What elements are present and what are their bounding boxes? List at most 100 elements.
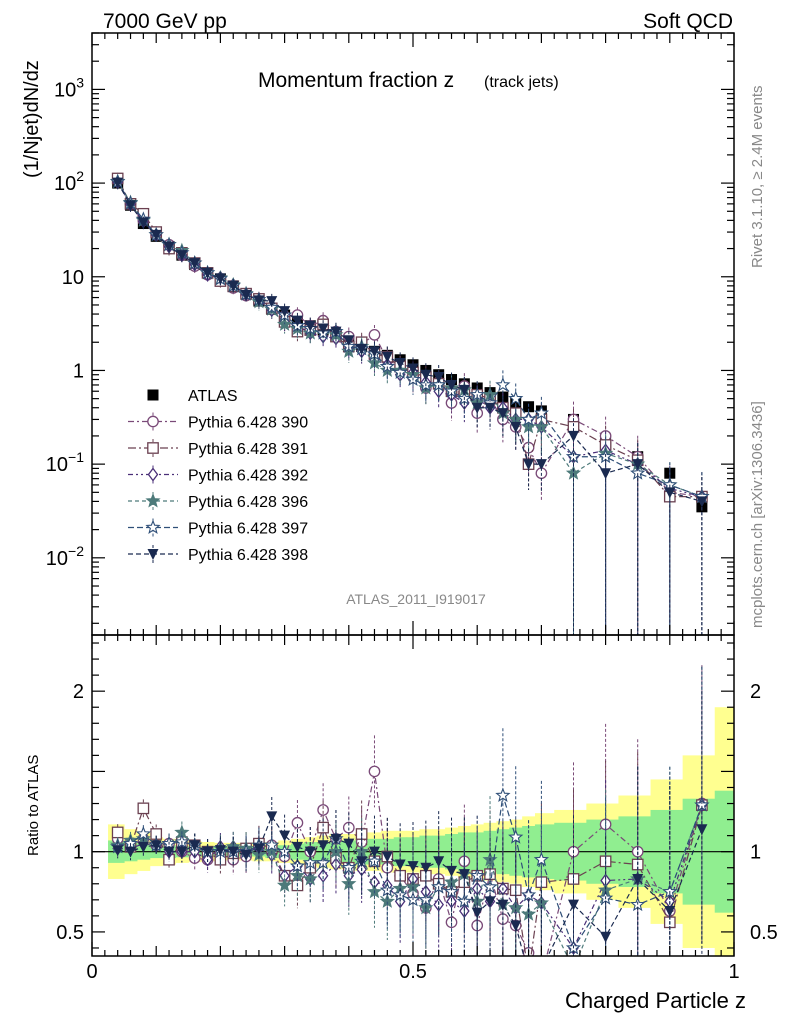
y-tick-label: 102 bbox=[54, 168, 84, 195]
rivet-version-label: Rivet 3.1.10, ≥ 2.4M events bbox=[749, 86, 766, 269]
data-point bbox=[368, 765, 381, 778]
analysis-id-label: ATLAS_2011_I919017 bbox=[346, 591, 486, 607]
data-point bbox=[343, 335, 355, 347]
data-point bbox=[696, 824, 708, 836]
ratio-y-tick-label-right: 1 bbox=[750, 842, 761, 864]
data-point bbox=[111, 826, 124, 839]
legend-label: Pythia 6.428 390 bbox=[188, 415, 308, 432]
legend: ATLAS Pythia 6.428 390 Pythia 6.428 391 Pyt… bbox=[128, 388, 308, 564]
data-point bbox=[510, 920, 522, 932]
data-point bbox=[279, 830, 291, 842]
data-point bbox=[523, 968, 533, 978]
data-point bbox=[214, 273, 226, 285]
data-point bbox=[664, 906, 676, 918]
data-point bbox=[150, 840, 162, 852]
data-point bbox=[381, 851, 393, 863]
data-point bbox=[495, 376, 511, 392]
data-point bbox=[495, 787, 511, 802]
data-point bbox=[508, 829, 524, 844]
data-point bbox=[137, 802, 150, 815]
data-point bbox=[420, 862, 432, 874]
data-point bbox=[227, 280, 239, 292]
data-point bbox=[368, 846, 380, 858]
data-point bbox=[264, 837, 280, 852]
data-point bbox=[381, 351, 393, 363]
legend-item: ATLAS bbox=[147, 388, 238, 405]
ratio-series-pythia-6-428-398 bbox=[112, 690, 708, 980]
data-point bbox=[137, 217, 149, 229]
legend-marker bbox=[145, 492, 161, 508]
y-tick-label: 10−2 bbox=[46, 543, 84, 570]
data-point bbox=[227, 846, 239, 858]
data-point bbox=[341, 859, 357, 875]
main-subtitle: (track jets) bbox=[484, 74, 559, 91]
data-point bbox=[317, 821, 329, 834]
y-tick-label: 10−1 bbox=[46, 449, 84, 476]
legend-label: Pythia 6.428 397 bbox=[188, 521, 308, 538]
data-point bbox=[407, 363, 419, 375]
ratio-y-tick-label-right: 0.5 bbox=[750, 922, 778, 944]
data-point bbox=[510, 421, 522, 433]
data-point bbox=[317, 840, 329, 852]
data-point bbox=[176, 250, 188, 262]
data-point bbox=[368, 346, 380, 358]
legend-marker bbox=[147, 467, 159, 482]
x-tick-label: 0 bbox=[86, 961, 97, 983]
ratio-y-tick-label: 1 bbox=[73, 842, 84, 864]
data-point bbox=[356, 343, 368, 355]
legend-item: Pythia 6.428 396 bbox=[128, 492, 308, 511]
data-point bbox=[343, 838, 355, 850]
data-point bbox=[407, 861, 419, 873]
data-point bbox=[112, 845, 124, 857]
mcplots-reference-label: mcplots.cern.ch [arXiv:1306.3436] bbox=[749, 401, 766, 628]
data-point bbox=[291, 816, 304, 829]
data-point bbox=[458, 869, 470, 881]
data-point bbox=[291, 315, 303, 327]
data-point bbox=[568, 899, 579, 911]
ratio-y-axis-label: Ratio to ATLAS bbox=[25, 755, 42, 856]
series-pythia-6-428-391 bbox=[111, 172, 708, 635]
data-point bbox=[600, 931, 612, 943]
legend-item: Pythia 6.428 392 bbox=[128, 465, 308, 485]
data-point bbox=[471, 907, 483, 919]
data-point bbox=[356, 856, 368, 868]
data-point bbox=[664, 487, 676, 499]
data-point bbox=[445, 916, 458, 929]
data-point bbox=[533, 405, 550, 420]
ratio-y-tick-label: 2 bbox=[73, 681, 84, 703]
data-point bbox=[176, 846, 188, 858]
data-point bbox=[202, 267, 214, 279]
data-point bbox=[304, 846, 316, 858]
data-point bbox=[163, 241, 175, 253]
data-point bbox=[497, 408, 509, 420]
data-point bbox=[276, 877, 293, 892]
data-point bbox=[253, 295, 265, 307]
data-point bbox=[150, 229, 162, 241]
y-tick-label: 103 bbox=[54, 74, 84, 101]
data-point bbox=[240, 849, 252, 861]
series-pythia-6-428-392 bbox=[112, 175, 708, 635]
data-point bbox=[368, 328, 381, 341]
data-point bbox=[394, 358, 406, 370]
data-point bbox=[568, 430, 579, 442]
legend-item: Pythia 6.428 398 bbox=[128, 545, 308, 564]
data-point bbox=[600, 468, 612, 480]
series-atlas bbox=[112, 177, 708, 513]
legend-label: Pythia 6.428 396 bbox=[188, 494, 308, 511]
data-point bbox=[446, 379, 458, 391]
data-point bbox=[433, 372, 445, 384]
data-point bbox=[202, 846, 214, 858]
data-point bbox=[523, 969, 534, 980]
data-point bbox=[163, 846, 175, 858]
data-point bbox=[253, 843, 265, 855]
legend-marker bbox=[147, 415, 159, 428]
data-point bbox=[523, 459, 535, 471]
data-point bbox=[266, 296, 278, 308]
data-point bbox=[497, 899, 509, 911]
legend-marker bbox=[147, 549, 159, 560]
data-point bbox=[632, 459, 644, 471]
data-point bbox=[535, 459, 547, 471]
legend-label: Pythia 6.428 391 bbox=[188, 441, 308, 458]
